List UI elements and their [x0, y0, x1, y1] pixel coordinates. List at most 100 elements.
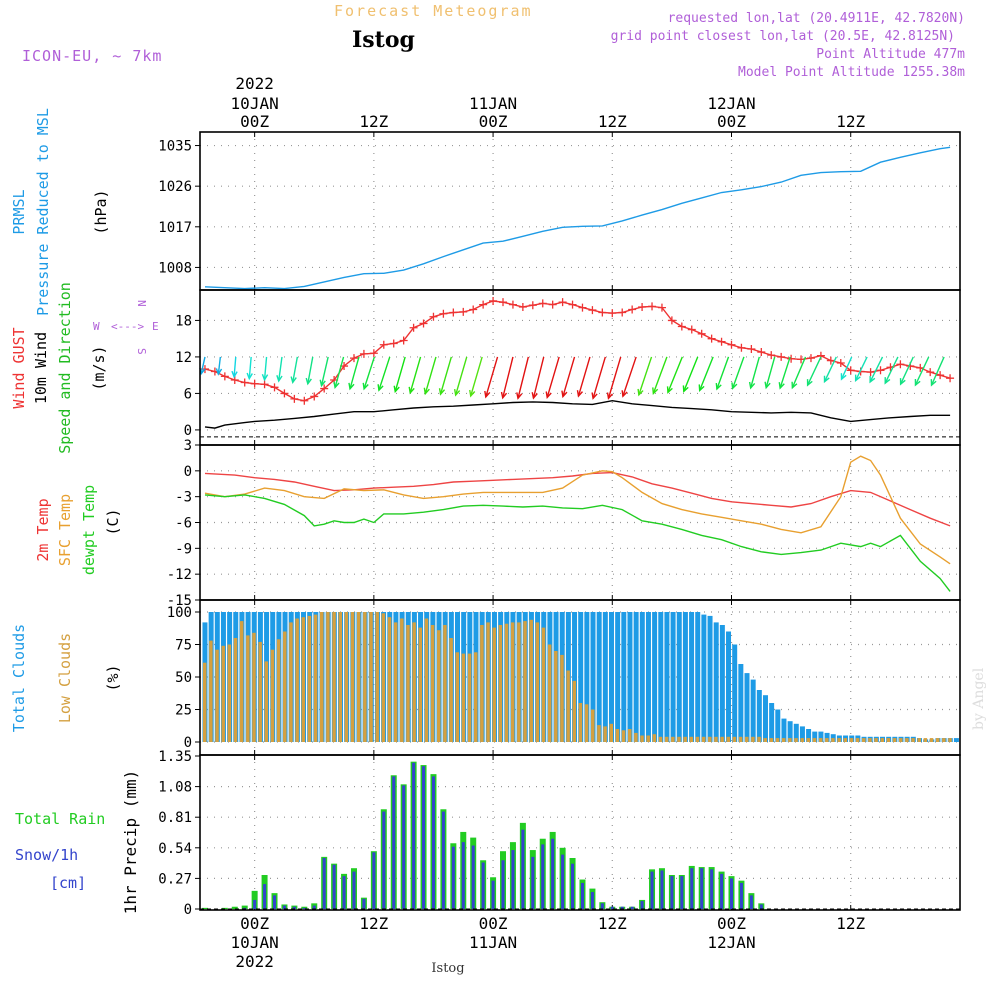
- label-pressure: Pressure Reduced to MSL: [34, 108, 52, 316]
- bar-snow: [362, 898, 366, 909]
- wind-arrow: [517, 356, 530, 399]
- bar-total-rain: [241, 905, 248, 909]
- gust-point: [379, 340, 388, 349]
- bar-low-clouds: [763, 738, 767, 742]
- wind-arrow-head: [423, 387, 430, 396]
- bar-low-clouds: [443, 625, 447, 742]
- time-label-top: 12Z: [359, 112, 388, 131]
- wind-arrow-head: [438, 388, 446, 396]
- wind-arrow: [577, 356, 591, 397]
- bar-low-clouds: [283, 631, 287, 742]
- bar-total-rain: [201, 907, 208, 909]
- bar-low-clouds: [849, 738, 854, 742]
- gust-point: [479, 300, 488, 309]
- wind-arrow-head: [362, 382, 369, 391]
- bar-low-clouds: [862, 738, 866, 742]
- bar-low-clouds: [831, 738, 835, 742]
- gust-point: [260, 380, 269, 389]
- bar-total-clouds: [762, 695, 768, 742]
- bar-low-clouds: [270, 649, 275, 742]
- time-label-bottom: 12Z: [598, 914, 627, 933]
- gust-point: [797, 355, 806, 364]
- bar-low-clouds: [486, 622, 490, 742]
- bar-snow: [422, 766, 426, 909]
- y-tick-label: 25: [175, 703, 192, 719]
- gust-point: [687, 325, 696, 334]
- y-tick-label: 0.54: [158, 841, 192, 857]
- series-prmsl: [204, 146, 951, 290]
- bar-snow: [610, 906, 614, 909]
- y-tick-label: -9: [175, 541, 192, 557]
- wind-arrow: [502, 356, 514, 399]
- time-label-bottom: 12JAN: [707, 933, 755, 952]
- gust-point: [320, 384, 329, 393]
- label-ms: (m/s): [90, 345, 108, 390]
- bar-snow: [640, 901, 644, 909]
- wind-arrow-head: [823, 375, 830, 384]
- gust-point: [489, 296, 498, 305]
- gust-point: [429, 312, 438, 321]
- time-label-top: 00Z: [479, 112, 508, 131]
- series-wind-gust: [204, 300, 951, 402]
- panel-frame: [199, 131, 961, 291]
- label-total-clouds: Total Clouds: [10, 624, 28, 732]
- bar-total-clouds: [769, 703, 775, 742]
- bar-low-clouds: [572, 680, 577, 742]
- bar-low-clouds: [905, 738, 909, 742]
- bar-low-clouds: [806, 738, 811, 742]
- bar-total-clouds: [584, 612, 590, 742]
- gust-point: [439, 309, 448, 318]
- bar-snow: [332, 864, 336, 909]
- bar-low-clouds: [258, 641, 262, 742]
- bar-low-clouds: [745, 736, 749, 742]
- gust-point: [538, 299, 547, 308]
- bar-snow: [680, 876, 684, 909]
- bar-total-clouds: [824, 732, 830, 742]
- point-altitude: Point Altitude 477m: [816, 47, 965, 62]
- wind-arrow-head: [333, 381, 340, 390]
- bar-snow: [342, 876, 346, 909]
- bar-low-clouds: [825, 738, 829, 742]
- bar-total-clouds: [608, 612, 614, 742]
- gust-point: [936, 371, 945, 380]
- bar-low-clouds: [578, 703, 583, 742]
- bar-low-clouds: [911, 738, 915, 742]
- bar-low-clouds: [609, 723, 613, 742]
- y-tick-label: 50: [175, 670, 192, 686]
- time-label-top: 00Z: [717, 112, 746, 131]
- wind-arrow: [334, 356, 345, 388]
- gust-point: [727, 340, 736, 349]
- bar-snow: [670, 876, 674, 909]
- y-tick-label: -6: [175, 516, 192, 532]
- credit-watermark: by Angel: [971, 667, 987, 730]
- bar-snow: [759, 904, 763, 909]
- side-labels: PRMSL Pressure Reduced to MSL (hPa) Wind GU…: [10, 108, 140, 914]
- bar-total-clouds: [621, 612, 627, 742]
- bar-total-clouds: [738, 664, 744, 742]
- bar-low-clouds: [708, 736, 712, 742]
- bar-total-clouds: [639, 612, 645, 742]
- gust-point: [806, 354, 815, 363]
- label-speed-direction: Speed and Direction: [56, 282, 74, 454]
- gust-point: [508, 300, 517, 309]
- label-hpa: (hPa): [92, 189, 110, 234]
- y-tick-label: 1008: [158, 260, 192, 276]
- gust-point: [657, 303, 666, 312]
- bar-low-clouds: [209, 640, 213, 742]
- bar-total-clouds: [670, 612, 676, 742]
- gust-point: [349, 354, 358, 363]
- gust-point: [598, 308, 607, 317]
- wind-arrow-head: [453, 388, 461, 397]
- wind-arrow-head: [899, 378, 906, 386]
- bar-snow: [501, 860, 505, 909]
- gust-point: [578, 303, 587, 312]
- gust-point: [697, 329, 706, 338]
- y-tick-label: -12: [167, 567, 192, 583]
- series-10m-wind: [204, 399, 951, 429]
- bar-total-clouds: [676, 612, 682, 742]
- bar-low-clouds: [652, 734, 657, 742]
- gust-point: [608, 309, 617, 318]
- bar-low-clouds: [239, 621, 244, 742]
